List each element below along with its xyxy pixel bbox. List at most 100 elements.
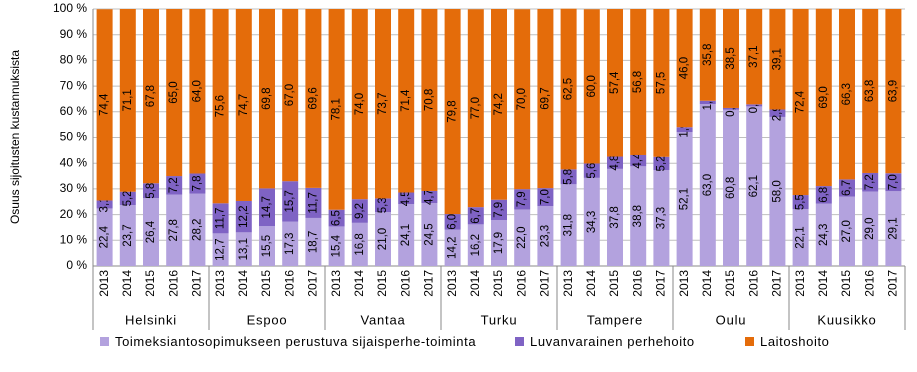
value-label: 9,2 (354, 203, 366, 219)
bar-segment (235, 200, 252, 233)
value-label: 31,8 (563, 214, 575, 236)
value-label: 74,7 (238, 94, 250, 116)
legend-label: Laitoshoito (760, 334, 830, 349)
x-tick-label: 2013 (97, 270, 111, 297)
value-label: 62,5 (563, 78, 575, 100)
value-label: 24,3 (818, 224, 830, 246)
value-label: 69,0 (818, 86, 830, 108)
group-label: Kuusikko (817, 312, 876, 327)
x-tick-label: 2013 (213, 270, 227, 297)
bar-segment (351, 222, 368, 266)
bar-segment (653, 170, 670, 266)
bar-segment (537, 9, 554, 189)
x-tick-label: 2013 (329, 270, 343, 297)
y-tick-label: 60 % (60, 104, 88, 118)
bar-segment (607, 168, 623, 266)
bar-segment (839, 196, 855, 266)
bar-segment (282, 181, 299, 222)
value-label: 57,5 (655, 72, 667, 94)
y-tick-label: 0 % (66, 258, 87, 272)
value-label: 71,1 (122, 89, 134, 111)
value-label: 74,2 (493, 93, 505, 115)
value-label: 37,1 (748, 45, 760, 67)
bar-segment (421, 203, 438, 266)
legend-swatch (745, 337, 754, 346)
value-label: 52,1 (679, 188, 691, 210)
bar-segment (560, 184, 577, 266)
bar-segment (885, 9, 902, 174)
value-label: 15,7 (284, 190, 296, 212)
value-label: 7,0 (887, 174, 899, 190)
value-label: 7,2 (168, 177, 180, 193)
x-tick-label: 2016 (398, 270, 412, 297)
value-label: 63,8 (864, 80, 876, 102)
bar-segment (792, 209, 809, 266)
y-tick-label: 90 % (60, 27, 88, 41)
value-label: 79,8 (447, 100, 459, 122)
bar-segment (560, 8, 577, 170)
value-label: 5,3 (377, 197, 389, 213)
value-label: 14,2 (447, 237, 459, 259)
bar-segment (119, 205, 136, 266)
bar-segment (769, 109, 786, 117)
value-label: 24,5 (423, 223, 435, 245)
bar-segment (96, 9, 113, 201)
value-label: 5,2 (122, 190, 134, 206)
bar-segment (653, 9, 670, 157)
bar-segment (769, 9, 786, 110)
value-label: 17,3 (284, 233, 296, 255)
value-label: 73,7 (377, 93, 389, 115)
bar-segment (630, 9, 647, 155)
x-tick-label: 2016 (746, 270, 760, 297)
x-tick-label: 2015 (143, 270, 157, 297)
x-tick-label: 2014 (352, 270, 366, 297)
x-tick-label: 2014 (236, 270, 250, 297)
y-tick-label: 100 % (53, 1, 87, 15)
bar-segment (537, 188, 554, 207)
bar-segment (375, 9, 391, 199)
value-label: 67,0 (284, 84, 296, 106)
bar-segment (630, 154, 647, 167)
bar-segment (351, 9, 368, 200)
value-label: 65,0 (168, 81, 180, 103)
value-label: 62,1 (748, 175, 760, 197)
bar-segment (143, 9, 159, 184)
value-label: 78,1 (331, 98, 343, 120)
bar-segment (282, 221, 299, 266)
x-tick-label: 2017 (422, 270, 436, 297)
bar-segment (212, 9, 229, 204)
bar-segment (212, 233, 229, 266)
value-label: 17,9 (493, 232, 505, 254)
value-label: 39,1 (771, 48, 783, 70)
value-label: 38,5 (725, 47, 737, 69)
legend-label: Luvanvarainen perhehoito (530, 334, 695, 349)
bar-segment (630, 166, 647, 266)
bar-segment (815, 8, 832, 187)
value-label: 60,8 (725, 177, 737, 199)
value-label: 58,0 (771, 180, 783, 202)
bar-segment (421, 9, 438, 191)
x-tick-label: 2014 (816, 270, 830, 297)
value-label: 6,5 (331, 210, 343, 226)
value-label: 77,0 (470, 97, 482, 119)
bar-segment (583, 177, 600, 266)
bar-segment (723, 9, 739, 108)
bar-segment (119, 191, 136, 206)
bar-segment (328, 209, 345, 227)
bar-segment (491, 219, 507, 266)
value-label: 22,1 (795, 226, 807, 248)
value-label: 38,8 (632, 205, 644, 227)
bar-segment (560, 169, 577, 185)
value-label: 56,8 (632, 71, 644, 93)
bar-segment (699, 104, 716, 266)
bar-segment (375, 212, 391, 266)
y-tick-label: 80 % (60, 53, 88, 67)
bar-segment (398, 192, 415, 205)
bar-segment (862, 9, 879, 173)
bar-segment (259, 9, 275, 189)
y-tick-label: 50 % (60, 130, 88, 144)
x-tick-label: 2014 (120, 270, 134, 297)
bar-segment (189, 9, 206, 174)
value-label: 4,5 (400, 190, 412, 206)
value-label: 23,7 (122, 224, 134, 246)
